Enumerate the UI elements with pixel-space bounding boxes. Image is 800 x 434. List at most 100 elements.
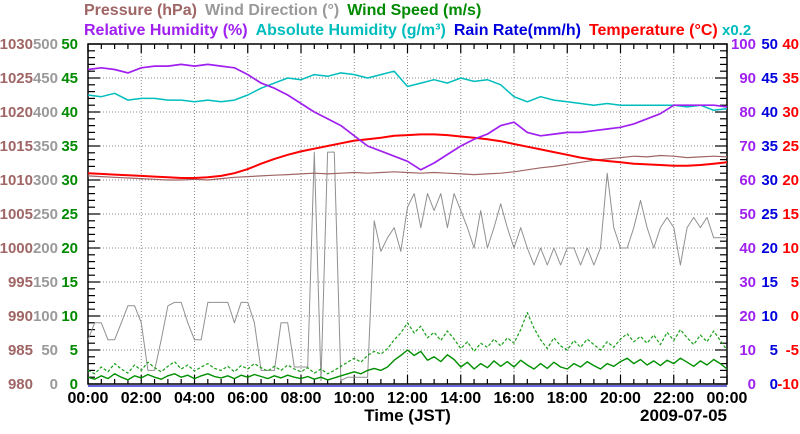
tick-label-temperature-10: 10 [782, 240, 799, 257]
tick-label-wind_speed-40: 40 [61, 104, 78, 121]
x-tick-label-8: 16:00 [494, 390, 535, 407]
tick-label-relative_humidity-50: 50 [739, 206, 756, 223]
tick-label-wind_direction-250: 250 [33, 206, 58, 223]
series-relative_humidity [87, 63, 728, 171]
x-tick-label-0: 00:00 [68, 390, 109, 407]
x-tick-label-3: 06:00 [227, 390, 268, 407]
tick-label-rain_rate-20: 20 [761, 240, 778, 257]
tick-label-pressure-1000: 1000 [0, 240, 33, 257]
tick-label-rain_rate-40: 40 [761, 104, 778, 121]
tick-label-wind_speed-25: 25 [61, 206, 78, 223]
tick-label-relative_humidity-100: 100 [731, 36, 756, 53]
tick-label-temperature-40: 40 [782, 36, 799, 53]
x-tick-label-4: 08:00 [281, 390, 322, 407]
tick-label-rain_rate-0: 0 [770, 376, 778, 393]
x-tick-label-5: 10:00 [334, 390, 375, 407]
tick-label-wind_speed-20: 20 [61, 240, 78, 257]
tick-label-temperature--5: -5 [786, 342, 799, 359]
tick-label-wind_speed-0: 0 [70, 376, 78, 393]
legend-temperature: Temperature (°C) [588, 22, 718, 39]
tick-label-pressure-1005: 1005 [0, 206, 33, 223]
legend-row-1: Pressure (hPa) Wind Direction (°) Wind S… [84, 1, 481, 20]
tick-label-temperature-35: 35 [782, 70, 799, 87]
tick-label-pressure-985: 985 [8, 342, 33, 359]
legend-pressure: Pressure (hPa) [84, 2, 197, 19]
tick-label-pressure-1020: 1020 [0, 104, 33, 121]
tick-label-relative_humidity-30: 30 [739, 274, 756, 291]
legend-wind-speed: Wind Speed (m/s) [347, 2, 482, 19]
x-tick-label-10: 20:00 [600, 390, 641, 407]
x-tick-label-11: 22:00 [653, 390, 694, 407]
tick-label-rain_rate-50: 50 [761, 36, 778, 53]
tick-label-pressure-980: 980 [8, 376, 33, 393]
series-wind_speed_avg [87, 349, 728, 381]
tick-label-wind_direction-500: 500 [33, 36, 58, 53]
legend-relative-humidity: Relative Humidity (%) [84, 22, 248, 39]
tick-label-wind_speed-50: 50 [61, 36, 78, 53]
tick-label-wind_direction-0: 0 [50, 376, 58, 393]
tick-label-wind_direction-150: 150 [33, 274, 58, 291]
tick-label-relative_humidity-20: 20 [739, 308, 756, 325]
tick-label-rain_rate-35: 35 [761, 138, 778, 155]
tick-label-pressure-1030: 1030 [0, 36, 33, 53]
tick-label-wind_speed-30: 30 [61, 172, 78, 189]
tick-label-relative_humidity-70: 70 [739, 138, 756, 155]
x-tick-label-2: 04:00 [174, 390, 215, 407]
x-tick-label-12: 00:00 [707, 390, 748, 407]
tick-label-pressure-990: 990 [8, 308, 33, 325]
tick-label-rain_rate-30: 30 [761, 172, 778, 189]
tick-label-wind_direction-300: 300 [33, 172, 58, 189]
tick-label-relative_humidity-60: 60 [739, 172, 756, 189]
x-tick-label-9: 18:00 [547, 390, 588, 407]
tick-label-wind_speed-45: 45 [61, 70, 78, 87]
legend-row-2: Relative Humidity (%) Absolute Humidity … [84, 21, 718, 40]
tick-label-relative_humidity-80: 80 [739, 104, 756, 121]
tick-label-wind_speed-35: 35 [61, 138, 78, 155]
legend-absolute-humidity: Absolute Humidity (g/m³) [255, 22, 446, 39]
tick-label-temperature-0: 0 [791, 308, 799, 325]
x-axis-title: Time (JST) [364, 406, 451, 425]
legend-wind-direction: Wind Direction (°) [204, 2, 340, 19]
tick-label-rain_rate-15: 15 [761, 274, 778, 291]
tick-label-temperature-5: 5 [791, 274, 799, 291]
legend-rain-rate: Rain Rate(mm/h) [453, 22, 581, 39]
tick-label-pressure-995: 995 [8, 274, 33, 291]
tick-label-wind_speed-10: 10 [61, 308, 78, 325]
tick-label-wind_direction-200: 200 [33, 240, 58, 257]
tick-label-temperature-25: 25 [782, 138, 799, 155]
series-temperature [87, 133, 728, 179]
tick-label-relative_humidity-90: 90 [739, 70, 756, 87]
tick-label-wind_direction-400: 400 [33, 104, 58, 121]
series-pressure [87, 154, 728, 181]
tick-label-relative_humidity-10: 10 [739, 342, 756, 359]
tick-label-pressure-1025: 1025 [0, 70, 33, 87]
x-tick-label-7: 14:00 [440, 390, 481, 407]
tick-label-rain_rate-45: 45 [761, 70, 778, 87]
tick-label-temperature--10: -10 [777, 376, 799, 393]
tick-label-temperature-15: 15 [782, 206, 799, 223]
tick-label-wind_direction-450: 450 [33, 70, 58, 87]
tick-label-rain_rate-10: 10 [761, 308, 778, 325]
date-label: 2009-07-05 [640, 406, 727, 425]
tick-label-wind_direction-350: 350 [33, 138, 58, 155]
tick-label-temperature-30: 30 [782, 104, 799, 121]
tick-label-pressure-1010: 1010 [0, 172, 33, 189]
tick-label-rain_rate-25: 25 [761, 206, 778, 223]
series-wind_speed_max [87, 312, 728, 375]
x-tick-label-6: 12:00 [387, 390, 428, 407]
plot-frame [87, 43, 728, 385]
tick-label-relative_humidity-0: 0 [748, 376, 756, 393]
tick-label-pressure-1015: 1015 [0, 138, 33, 155]
x-tick-label-1: 02:00 [121, 390, 162, 407]
tick-label-wind_speed-5: 5 [70, 342, 78, 359]
series-wind_direction [87, 151, 727, 382]
tick-label-temperature-20: 20 [782, 172, 799, 189]
tick-label-rain_rate-5: 5 [770, 342, 778, 359]
tick-label-relative_humidity-40: 40 [739, 240, 756, 257]
tick-label-wind_direction-100: 100 [33, 308, 58, 325]
tick-label-wind_direction-50: 50 [41, 342, 58, 359]
series-absolute_humidity [87, 70, 728, 112]
absolute-humidity-scale-note: x0.2 [722, 22, 752, 39]
